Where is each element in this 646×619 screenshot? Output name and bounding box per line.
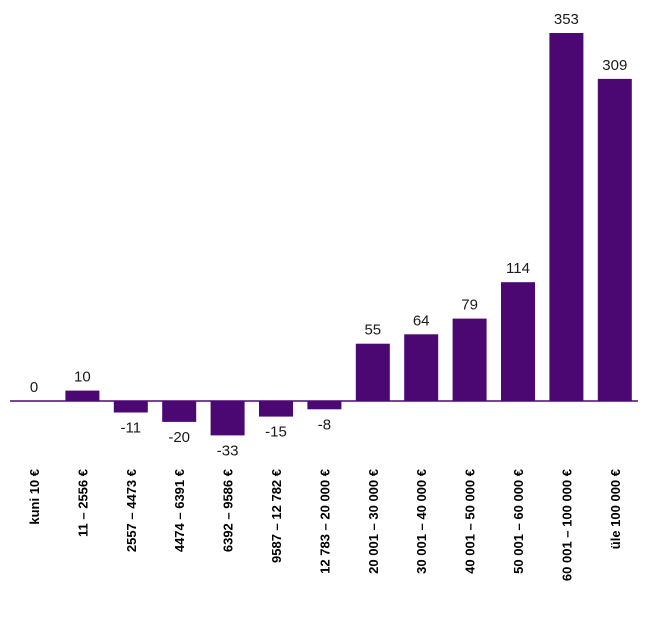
value-label-4: -33 — [217, 442, 239, 459]
bar-2 — [113, 401, 148, 413]
bar-3 — [162, 401, 197, 422]
category-label-7: 20 001 – 30 000 € — [366, 469, 381, 574]
category-labels-group: kuni 10 € 11 – 2556 € 2557 – 4473 € 4474 – … — [27, 469, 623, 581]
value-label-5: -15 — [265, 424, 287, 441]
value-label-8: 64 — [413, 312, 430, 329]
bar-11 — [549, 33, 584, 401]
category-label-0: kuni 10 € — [27, 469, 42, 525]
bar-7 — [355, 343, 390, 401]
bar-10 — [501, 282, 535, 401]
value-label-6: -8 — [318, 416, 331, 433]
value-label-10: 114 — [506, 260, 530, 277]
category-label-10: 50 001 – 60 000 € — [511, 469, 526, 574]
bar-9 — [452, 318, 487, 401]
category-label-2: 2557 – 4473 € — [124, 469, 139, 552]
category-label-8: 30 001 – 40 000 € — [414, 469, 429, 574]
category-label-12: üle 100 000 € — [608, 469, 623, 549]
bar-5 — [259, 401, 293, 417]
category-label-4: 6392 – 9586 € — [221, 469, 236, 552]
category-label-1: 11 – 2556 € — [75, 469, 90, 537]
bar-8 — [404, 334, 439, 401]
value-label-7: 55 — [364, 322, 381, 339]
category-label-9: 40 001 – 50 000 € — [463, 469, 478, 574]
bar-4 — [210, 401, 245, 436]
bar-12 — [597, 78, 632, 402]
value-label-12: 309 — [602, 57, 627, 74]
category-label-6: 12 783 – 20 000 € — [317, 469, 332, 574]
category-label-3: 4474 – 6391 € — [172, 469, 187, 552]
bars-group — [65, 33, 632, 436]
bar-6 — [307, 401, 342, 410]
category-label-5: 9587 – 12 782 € — [269, 469, 284, 563]
category-label-11: 60 001 – 100 000 € — [559, 469, 574, 581]
value-labels-group: 0 10 -11 -20 -33 -15 -8 55 64 79 114 353 309 — [30, 11, 627, 459]
bar-1 — [65, 390, 100, 401]
value-label-1: 10 — [74, 369, 91, 386]
value-label-0: 0 — [30, 379, 38, 396]
value-label-3: -20 — [168, 429, 190, 446]
value-label-11: 353 — [554, 11, 579, 28]
value-label-9: 79 — [461, 297, 478, 314]
value-label-2: -11 — [121, 420, 142, 437]
